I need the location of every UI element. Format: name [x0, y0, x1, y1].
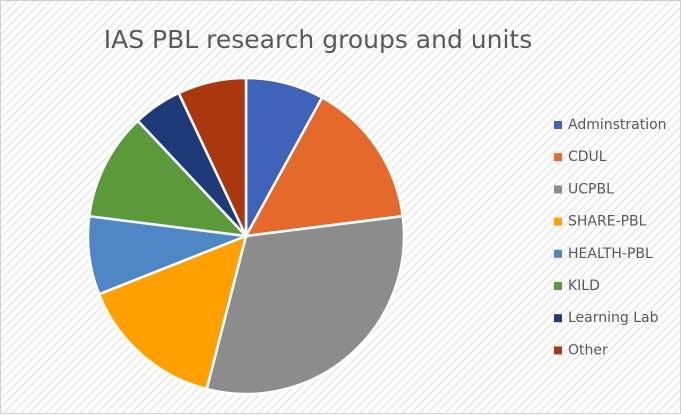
legend-swatch — [554, 346, 562, 355]
legend-label: HEALTH-PBL — [568, 246, 653, 262]
pie-slice — [177, 76, 248, 237]
legend-swatch — [554, 121, 562, 129]
pie-slice — [97, 233, 248, 391]
legend-label: Adminstration — [568, 117, 667, 133]
legend-swatch — [554, 314, 562, 323]
legend-label: KILD — [568, 278, 600, 294]
pie-slice — [243, 95, 405, 238]
legend-swatch — [554, 153, 562, 162]
legend-label: Other — [568, 342, 608, 358]
legend-label: UCPBL — [568, 181, 614, 197]
legend-label: CDUL — [568, 149, 607, 165]
pie-slice — [87, 119, 250, 238]
legend-swatch — [554, 282, 562, 290]
legend-label: Learning Lab — [568, 310, 659, 326]
legend-label: SHARE-PBL — [568, 214, 647, 230]
legend-swatch — [554, 249, 562, 258]
legend-swatch — [554, 217, 562, 226]
legend-swatch — [554, 185, 562, 194]
chart-title: IAS PBL research groups and units — [104, 25, 533, 54]
pie-slice — [205, 214, 406, 396]
